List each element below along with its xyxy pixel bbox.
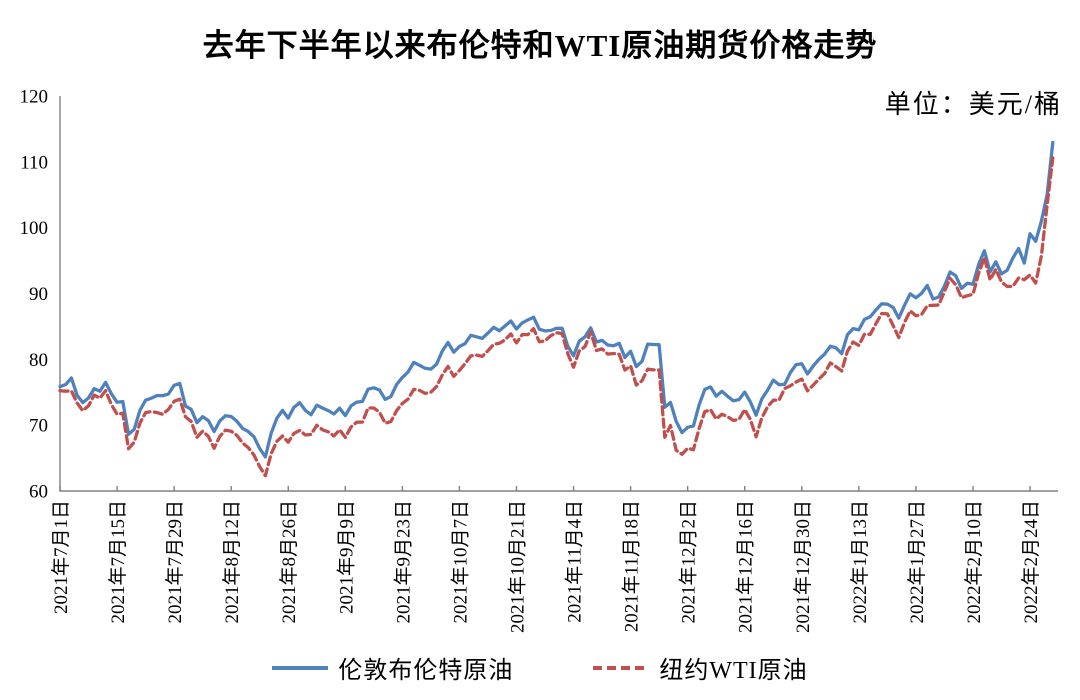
x-tick-label: 2021年11月18日 — [621, 500, 643, 632]
legend-item-brent: 伦敦布伦特原油 — [272, 650, 513, 685]
chart-title: 去年下半年以来布伦特和WTI原油期货价格走势 — [202, 28, 878, 63]
x-tick-label: 2021年8月12日 — [221, 500, 243, 624]
unit-label: 单位：美元/桶 — [884, 90, 1062, 119]
legend-label-wti: 纽约WTI原油 — [659, 658, 808, 684]
legend-item-wti: 纽约WTI原油 — [593, 650, 807, 685]
y-tick-label: 110 — [20, 152, 48, 173]
y-tick-label: 90 — [29, 284, 48, 305]
x-tick-label: 2021年7月29日 — [164, 500, 186, 624]
y-tick-label: 100 — [20, 218, 49, 239]
x-tick-label: 2021年10月7日 — [449, 500, 471, 624]
x-tick-label: 2021年8月26日 — [278, 500, 300, 624]
x-tick-label: 2021年11月4日 — [564, 500, 586, 623]
brent-line — [58, 140, 1055, 459]
x-tick-label: 2021年10月21日 — [506, 500, 528, 633]
x-tick-label: 2021年12月16日 — [735, 500, 757, 633]
x-tick-label: 2021年7月15日 — [107, 500, 129, 624]
y-tick-label: 120 — [20, 87, 49, 108]
brent-line-sample — [272, 665, 329, 670]
x-tick-label: 2022年1月27日 — [906, 500, 928, 624]
x-tick-label: 2021年12月30日 — [792, 500, 814, 633]
wti-line-sample — [593, 665, 650, 670]
x-tick-label: 2021年7月1日 — [50, 500, 72, 614]
legend: 伦敦布伦特原油 纽约WTI原油 — [0, 650, 1080, 685]
y-tick-label: 80 — [29, 350, 48, 371]
wti-line — [58, 156, 1055, 478]
x-tick-label: 2022年2月10日 — [963, 500, 985, 624]
x-tick-label: 2022年1月13日 — [849, 500, 871, 624]
x-tick-label: 2021年9月9日 — [335, 500, 357, 614]
y-tick-label: 60 — [29, 482, 48, 503]
y-tick-label: 70 — [29, 416, 48, 437]
x-tick-label: 2021年9月23日 — [392, 500, 414, 624]
x-tick-label: 2022年2月24日 — [1020, 500, 1042, 624]
axis-lines — [59, 96, 1058, 492]
x-tick-label: 2021年12月2日 — [678, 500, 700, 624]
legend-label-brent: 伦敦布伦特原油 — [338, 658, 514, 684]
